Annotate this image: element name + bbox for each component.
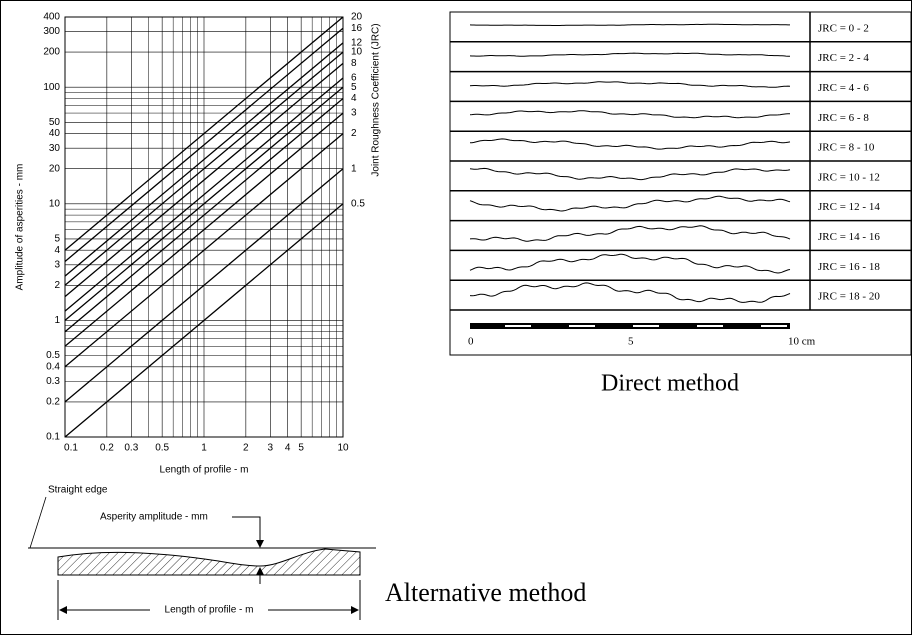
profile xyxy=(469,52,791,57)
row-label: JRC = 8 - 10 xyxy=(818,142,875,154)
x-tick-label: 2 xyxy=(243,443,249,454)
x-tick-label: 10 xyxy=(337,443,349,454)
scale-seg xyxy=(569,325,595,327)
series-label: 4 xyxy=(351,93,357,104)
y-tick-label: 200 xyxy=(43,47,60,58)
jrc-line xyxy=(64,203,344,438)
jrc-line xyxy=(64,77,344,312)
x-axis-label: Length of profile - m xyxy=(160,465,249,476)
jrc-line xyxy=(64,62,344,298)
y-axis-label: Amplitude of asperities - mm xyxy=(15,164,26,291)
y-tick-label: 5 xyxy=(54,234,60,245)
y-tick-label: 0.3 xyxy=(46,376,60,387)
jrc-line xyxy=(64,112,344,347)
y-tick-label: 20 xyxy=(49,163,61,174)
y-tick-label: 10 xyxy=(49,198,61,209)
y-tick-label: 0.5 xyxy=(46,350,60,361)
scale-seg xyxy=(633,325,659,327)
jrc-line xyxy=(64,16,344,251)
y2-axis-label: Joint Roughness Coefficient (JRC) xyxy=(371,23,382,176)
profile xyxy=(469,253,791,274)
series-label: 3 xyxy=(351,108,357,119)
jrc-line xyxy=(64,168,344,403)
profile xyxy=(469,23,790,26)
y-tick-label: 400 xyxy=(43,12,60,23)
y-tick-label: 40 xyxy=(49,128,61,139)
series-label: 10 xyxy=(351,47,363,58)
row-label: JRC = 14 - 16 xyxy=(818,231,880,243)
series-label: 8 xyxy=(351,58,357,69)
series-label: 16 xyxy=(351,23,363,34)
series-label: 5 xyxy=(351,82,357,93)
profile xyxy=(469,167,791,181)
series-label: 1 xyxy=(351,163,357,174)
profile xyxy=(469,81,791,88)
y-tick-label: 0.2 xyxy=(46,397,60,408)
x-tick-label: 5 xyxy=(298,443,304,454)
x-tick-label: 1 xyxy=(201,443,207,454)
y-tick-label: 100 xyxy=(43,82,60,93)
series-label: 12 xyxy=(351,38,363,49)
caption: Direct method xyxy=(601,371,739,397)
jrc-line xyxy=(64,27,344,262)
scale-seg xyxy=(697,325,723,327)
row-label: JRC = 12 - 14 xyxy=(818,201,880,213)
row-label: JRC = 10 - 12 xyxy=(818,171,880,183)
x-tick-label: 0.3 xyxy=(124,443,138,454)
plot-frame xyxy=(64,16,344,438)
scale-label: 5 xyxy=(628,336,634,348)
profile xyxy=(469,110,790,119)
caption: Alternative method xyxy=(385,578,586,607)
y-tick-label: 30 xyxy=(49,143,61,154)
profile xyxy=(469,282,791,303)
rock-profile xyxy=(57,548,361,576)
series-label: 0.5 xyxy=(351,198,365,209)
jrc-line xyxy=(64,98,344,333)
row-label: JRC = 0 - 2 xyxy=(818,22,869,34)
leader xyxy=(29,496,47,549)
jrc-line xyxy=(64,42,344,277)
profile xyxy=(469,195,791,212)
label: Length of profile - m xyxy=(165,605,254,616)
row-label: JRC = 4 - 6 xyxy=(818,82,869,94)
x-tick-label: 0.2 xyxy=(100,443,114,454)
row-label: JRC = 16 - 18 xyxy=(818,261,880,273)
scale-seg xyxy=(761,325,787,327)
profile xyxy=(469,138,791,150)
y-tick-label: 300 xyxy=(43,26,60,37)
scale-seg xyxy=(505,325,531,327)
jrc-line xyxy=(64,86,344,321)
row-label: JRC = 6 - 8 xyxy=(818,112,869,124)
jrc-line xyxy=(64,133,344,368)
direct-box xyxy=(449,11,912,356)
scale-label: 10 cm xyxy=(788,336,816,348)
row-label: JRC = 18 - 20 xyxy=(818,291,880,303)
label: Asperity amplitude - mm xyxy=(100,512,208,523)
jrc-line xyxy=(64,51,344,286)
y-tick-label: 3 xyxy=(54,259,60,270)
scale-label: 0 xyxy=(468,336,474,348)
label: Straight edge xyxy=(48,485,108,496)
y-tick-label: 2 xyxy=(54,280,60,291)
x-tick-label: 0.5 xyxy=(155,443,169,454)
y-tick-label: 0.4 xyxy=(46,361,60,372)
y-tick-label: 1 xyxy=(54,315,60,326)
row-label: JRC = 2 - 4 xyxy=(818,52,869,64)
y-tick-label: 4 xyxy=(54,245,60,256)
series-label: 2 xyxy=(351,128,357,139)
profile xyxy=(469,225,791,242)
series-label: 6 xyxy=(351,73,357,84)
y-tick-label: 50 xyxy=(49,117,61,128)
x-tick-label: 4 xyxy=(285,443,291,454)
x-tick-label: 3 xyxy=(268,443,274,454)
series-label: 20 xyxy=(351,12,363,23)
scale-bar xyxy=(470,323,790,329)
y-tick-label: 0.1 xyxy=(46,432,60,443)
x-tick-label: 0.1 xyxy=(64,443,78,454)
arrow xyxy=(232,516,264,548)
